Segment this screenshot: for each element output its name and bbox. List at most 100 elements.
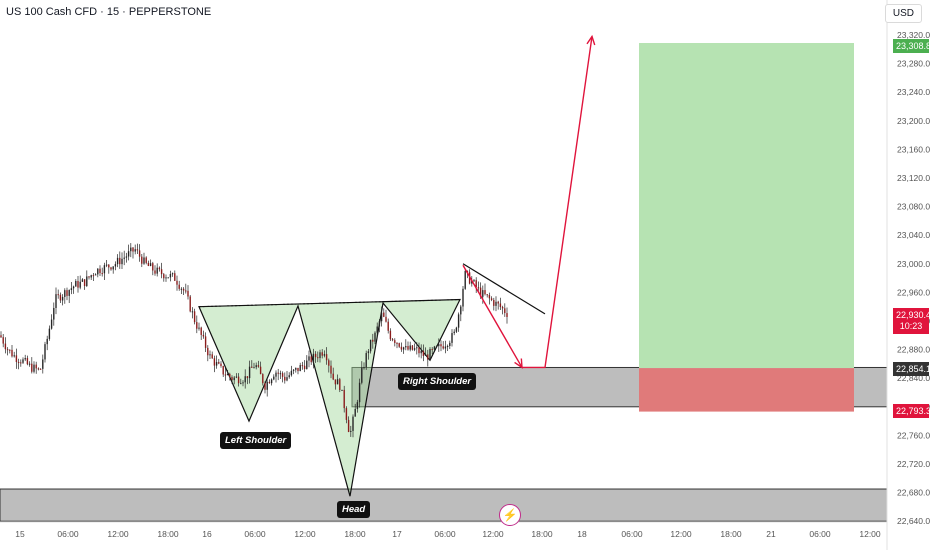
candle-body bbox=[433, 346, 436, 350]
candle-body bbox=[341, 389, 343, 391]
candle-body bbox=[477, 287, 480, 289]
y-tick-label: 23,200.0 bbox=[897, 116, 930, 126]
lightning-icon[interactable]: ⚡ bbox=[499, 504, 521, 526]
candle-body bbox=[20, 362, 22, 364]
candle-body bbox=[86, 276, 88, 287]
candle-body bbox=[506, 313, 508, 317]
target-price-tag: 23,308.8 bbox=[893, 39, 931, 53]
y-tick-label: 22,760.0 bbox=[897, 430, 930, 440]
x-tick-label: 12:00 bbox=[107, 529, 129, 539]
candle-body bbox=[57, 294, 59, 296]
candle-body bbox=[171, 273, 174, 275]
left-shoulder-label: Left Shoulder bbox=[220, 432, 292, 449]
candle-body bbox=[231, 376, 233, 381]
neckline[interactable] bbox=[198, 299, 461, 308]
candle-body bbox=[292, 369, 295, 371]
candle-body bbox=[182, 288, 185, 291]
stop-zone[interactable] bbox=[639, 368, 854, 412]
candle-body bbox=[72, 286, 75, 289]
candle-body bbox=[374, 332, 376, 342]
x-tick-label: 21 bbox=[766, 529, 776, 539]
candle-body bbox=[446, 345, 449, 347]
candle-body bbox=[424, 354, 427, 356]
candle-body bbox=[55, 294, 57, 308]
candle-body bbox=[343, 389, 345, 409]
candle-body bbox=[460, 306, 462, 315]
candle-body bbox=[495, 301, 497, 306]
candle-body bbox=[277, 372, 279, 374]
candle-body bbox=[121, 258, 123, 265]
candle-body bbox=[405, 346, 407, 348]
candle-body bbox=[149, 263, 152, 266]
projection-path[interactable] bbox=[462, 36, 593, 369]
currency-button[interactable]: USD bbox=[884, 4, 922, 23]
candle-body bbox=[4, 343, 7, 350]
candle-body bbox=[457, 314, 460, 328]
candle-body bbox=[396, 342, 398, 344]
down-arrow-head bbox=[514, 358, 523, 369]
y-tick-label: 23,320.0 bbox=[897, 30, 930, 40]
candle-body bbox=[6, 349, 9, 351]
candle-body bbox=[42, 359, 44, 369]
target-zone[interactable] bbox=[639, 43, 854, 369]
candle-body bbox=[127, 251, 130, 257]
candle-body bbox=[94, 274, 97, 276]
candle-body bbox=[259, 366, 262, 375]
candle-body bbox=[354, 408, 356, 417]
candle-body bbox=[15, 355, 18, 362]
candle-body bbox=[301, 365, 304, 367]
candle-body bbox=[350, 430, 352, 432]
candle-body bbox=[248, 366, 251, 379]
candle-body bbox=[389, 330, 392, 340]
candle-body bbox=[317, 357, 319, 359]
candle-body bbox=[334, 379, 337, 385]
candle-body bbox=[174, 273, 176, 281]
current-price-tag: 22,930.4 10:23 bbox=[893, 308, 931, 334]
candle-body bbox=[185, 290, 187, 292]
candle-body bbox=[378, 321, 381, 327]
x-tick-label: 12:00 bbox=[859, 529, 881, 539]
candle-body bbox=[407, 346, 409, 350]
candle-body bbox=[213, 358, 216, 366]
candle-body bbox=[323, 354, 326, 356]
candle-body bbox=[486, 294, 488, 296]
candle-body bbox=[132, 247, 134, 252]
candle-body bbox=[202, 334, 205, 337]
candle-body bbox=[279, 373, 282, 375]
y-tick-label: 22,960.0 bbox=[897, 287, 930, 297]
candle-body bbox=[490, 298, 493, 300]
candle-body bbox=[226, 373, 229, 376]
hs-pattern[interactable] bbox=[198, 298, 461, 497]
candle-body bbox=[504, 308, 506, 314]
candle-body bbox=[402, 347, 405, 350]
candle-body bbox=[493, 299, 495, 306]
candle-body bbox=[442, 346, 444, 349]
candle-body bbox=[290, 370, 293, 376]
x-tick-label: 16 bbox=[202, 529, 212, 539]
candle-body bbox=[398, 343, 400, 347]
candle-body bbox=[196, 322, 198, 329]
candle-body bbox=[438, 344, 440, 347]
candle-body bbox=[237, 376, 240, 384]
candle-body bbox=[251, 366, 253, 368]
trendline[interactable] bbox=[462, 263, 546, 315]
x-tick-label: 15 bbox=[15, 529, 25, 539]
candle-body bbox=[418, 347, 420, 354]
x-tick-label: 18:00 bbox=[720, 529, 742, 539]
candle-body bbox=[218, 362, 220, 364]
candle-body bbox=[204, 336, 207, 348]
lower-zone[interactable] bbox=[0, 488, 888, 522]
candle-body bbox=[101, 273, 103, 275]
candle-body bbox=[33, 364, 35, 372]
candle-body bbox=[356, 402, 359, 409]
candle-body bbox=[308, 356, 310, 361]
candle-body bbox=[169, 274, 172, 278]
candle-body bbox=[70, 288, 73, 290]
candle-body bbox=[273, 376, 275, 380]
candle-body bbox=[376, 326, 378, 333]
candle-body bbox=[83, 279, 86, 287]
candle-body bbox=[310, 356, 312, 363]
candle-body bbox=[178, 284, 180, 289]
right-shoulder-label: Right Shoulder bbox=[398, 373, 477, 390]
